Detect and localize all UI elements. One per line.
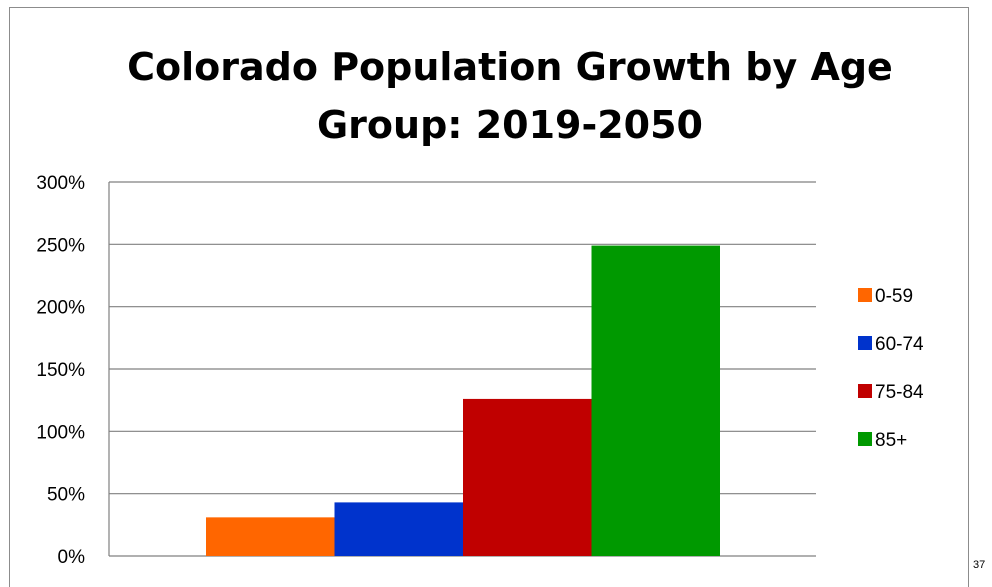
y-tick-label: 200% [36, 298, 85, 319]
y-tick-label: 50% [47, 485, 85, 506]
y-tick-label: 100% [36, 422, 85, 443]
y-tick-label: 300% [36, 173, 85, 194]
bar-0-59 [206, 517, 335, 556]
bars [206, 245, 720, 556]
y-tick-label: 150% [36, 360, 85, 381]
legend-label-75-84: 75-84 [875, 382, 924, 403]
bar-75-84 [463, 398, 592, 556]
y-tick-label: 250% [36, 235, 85, 256]
chart-title: Colorado Population Growth by Age Group:… [127, 45, 893, 147]
bar-85+ [591, 245, 720, 556]
legend-label-60-74: 60-74 [875, 334, 924, 355]
legend-label-85+: 85+ [875, 430, 907, 451]
legend-swatch-85+ [858, 432, 872, 446]
y-axis-tick-labels: 0% 50% 100% 150% 200% 250% 300% [36, 173, 85, 568]
legend-swatch-60-74 [858, 336, 872, 350]
legend-swatch-0-59 [858, 288, 872, 302]
y-tick-label: 0% [58, 547, 86, 568]
bar-60-74 [334, 502, 463, 556]
legend-label-0-59: 0-59 [875, 286, 913, 307]
legend-swatch-75-84 [858, 384, 872, 398]
legend: 0-59 60-74 75-84 85+ [858, 286, 924, 451]
page-number: 37 [973, 559, 986, 571]
